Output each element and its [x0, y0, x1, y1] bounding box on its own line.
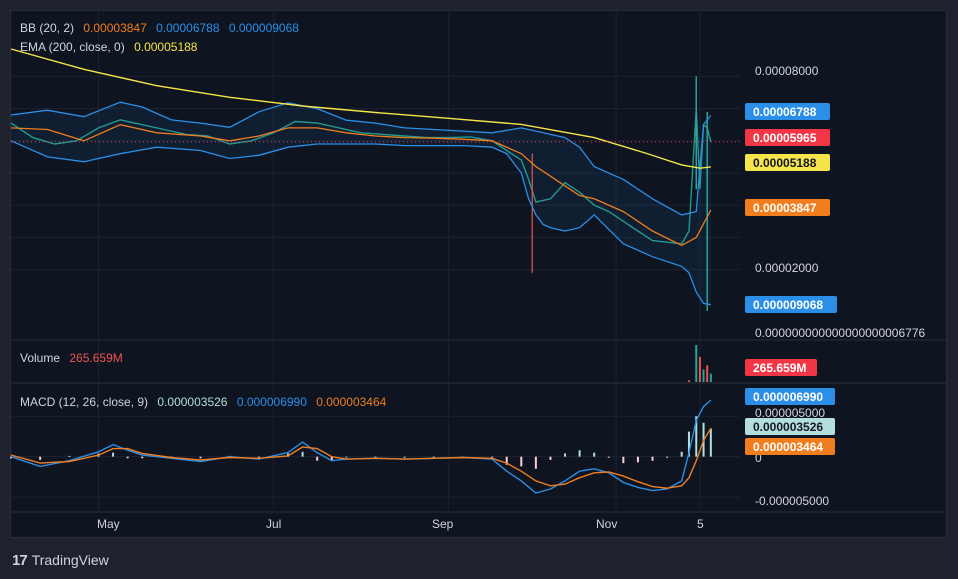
- macd-marker-line: 0.000006990: [745, 388, 835, 405]
- time-label: Nov: [596, 517, 617, 531]
- legend-macd-name: MACD (12, 26, close, 9): [20, 395, 149, 409]
- time-label: 5: [697, 517, 704, 531]
- macd-histogram-bar: [564, 453, 567, 457]
- price-marker-bb-lower: 0.000009068: [745, 296, 837, 313]
- macd-histogram-bar: [666, 456, 669, 458]
- price-marker-ema: 0.00005188: [745, 154, 830, 171]
- legend-ema-name: EMA (200, close, 0): [20, 40, 125, 54]
- legend-bb-basis: 0.00003847: [83, 21, 147, 35]
- price-tick: 0.000000000000000000006776: [755, 326, 926, 340]
- macd-histogram-bar: [126, 456, 129, 459]
- svg-text:0.00006788: 0.00006788: [753, 105, 817, 119]
- macd-histogram-bar: [10, 456, 12, 459]
- macd-line: [10, 399, 712, 494]
- macd-histogram-bar: [491, 456, 494, 458]
- macd-tick: -0.000005000: [755, 494, 829, 508]
- macd-histogram-bar: [534, 456, 537, 469]
- macd-histogram-bar: [636, 456, 639, 463]
- macd-histogram-bar: [316, 456, 319, 461]
- legend-volume[interactable]: Volume 265.659M: [20, 351, 129, 365]
- macd-histogram-bar: [622, 456, 625, 464]
- svg-text:265.659M: 265.659M: [753, 361, 806, 375]
- macd-histogram-bar: [403, 456, 406, 458]
- macd-histogram-bar: [432, 456, 435, 458]
- legend-macd-line: 0.000006990: [236, 395, 307, 409]
- volume-bar: [698, 356, 701, 382]
- macd-histogram-bar: [374, 456, 377, 458]
- svg-text:0.000003464: 0.000003464: [753, 440, 823, 454]
- price-marker-bb-upper: 0.00006788: [745, 103, 830, 120]
- bb-band-fill: [11, 102, 711, 305]
- macd-histogram-bar: [112, 452, 115, 457]
- legend-bb-upper: 0.00006788: [156, 21, 220, 35]
- macd-histogram-bar: [651, 456, 654, 461]
- price-marker-last: 0.00005965: [745, 129, 830, 146]
- macd-histogram-bar: [330, 456, 333, 461]
- macd-histogram-bar: [709, 428, 712, 457]
- price-marker-bb-basis: 0.00003847: [745, 199, 830, 216]
- bb-lower-line: [10, 140, 711, 306]
- macd-histogram-bar: [199, 456, 202, 459]
- time-label: Sep: [432, 517, 454, 531]
- svg-text:0.00005965: 0.00005965: [753, 131, 817, 145]
- macd-tick: 0.000005000: [755, 406, 825, 420]
- volume-bar: [702, 369, 705, 382]
- svg-text:0.00003847: 0.00003847: [753, 201, 817, 215]
- legend-ema-value: 0.00005188: [134, 40, 198, 54]
- volume-bar: [706, 365, 709, 382]
- macd-histogram-bar: [39, 456, 42, 460]
- macd-marker-signal: 0.000003464: [745, 438, 835, 455]
- legend-macd-signal: 0.000003464: [316, 395, 387, 409]
- price-tick: 0.00008000: [755, 64, 819, 78]
- legend-volume-value: 265.659M: [69, 351, 123, 365]
- macd-histogram-bar: [257, 456, 260, 458]
- tradingview-footer[interactable]: 17 TradingView: [12, 549, 109, 571]
- macd-histogram-bar: [687, 431, 690, 457]
- macd-histogram-bar: [593, 452, 596, 457]
- price-tick: 0.00002000: [755, 261, 819, 275]
- macd-histogram-bar: [505, 456, 508, 465]
- macd-signal-line: [10, 428, 712, 489]
- bb-basis-line: [10, 124, 712, 247]
- volume-bar: [695, 345, 698, 382]
- macd-tick: 0: [755, 451, 762, 465]
- svg-text:0.00005188: 0.00005188: [753, 156, 817, 170]
- price-series-line: [10, 108, 712, 245]
- legend-bb[interactable]: BB (20, 2) 0.00003847 0.00006788 0.00000…: [20, 21, 305, 35]
- legend-macd[interactable]: MACD (12, 26, close, 9) 0.000003526 0.00…: [20, 395, 392, 409]
- ema-line: [10, 48, 711, 169]
- macd-histogram-bar: [607, 456, 610, 458]
- macd-histogram-bar: [680, 451, 683, 457]
- legend-macd-hist: 0.000003526: [157, 395, 228, 409]
- macd-histogram-bar: [549, 456, 552, 460]
- svg-text:0.000003526: 0.000003526: [753, 420, 823, 434]
- tradingview-brand: TradingView: [31, 552, 109, 568]
- legend-ema[interactable]: EMA (200, close, 0) 0.00005188: [20, 40, 203, 54]
- macd-histogram-bar: [578, 450, 581, 457]
- macd-histogram-bar: [68, 455, 71, 457]
- legend-bb-name: BB (20, 2): [20, 21, 75, 35]
- volume-marker: 265.659M: [745, 359, 817, 376]
- volume-bar: [709, 373, 712, 382]
- time-label: May: [97, 517, 120, 531]
- time-label: Jul: [266, 517, 281, 531]
- legend-volume-name: Volume: [20, 351, 61, 365]
- legend-bb-lower: 0.000009068: [228, 21, 299, 35]
- tradingview-logo-icon: 17: [12, 551, 28, 569]
- macd-histogram-bar: [520, 456, 523, 467]
- volume-bar: [687, 380, 690, 382]
- macd-histogram-bar: [287, 453, 290, 457]
- svg-text:0.000009068: 0.000009068: [753, 298, 823, 312]
- macd-histogram-bar: [141, 456, 144, 459]
- macd-histogram-bar: [695, 416, 698, 457]
- macd-histogram-bar: [345, 456, 348, 458]
- bb-upper-line: [10, 101, 712, 216]
- macd-marker-hist: 0.000003526: [745, 418, 835, 435]
- svg-text:0.000006990: 0.000006990: [753, 390, 823, 404]
- macd-histogram-bar: [301, 451, 304, 457]
